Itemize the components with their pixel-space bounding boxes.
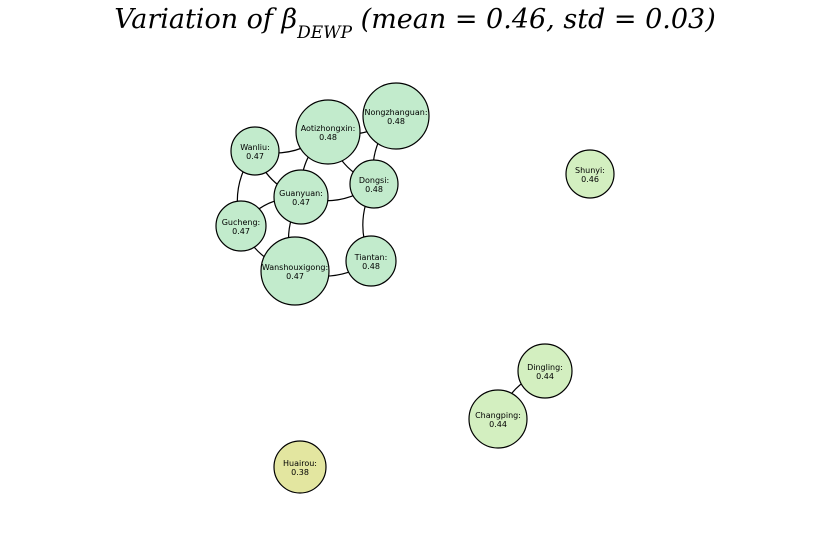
node-circle-nongzhanguan xyxy=(362,82,430,150)
node-value-huairou: 0.38 xyxy=(291,468,309,477)
node-value-shunyi: 0.46 xyxy=(581,175,599,184)
node-circle-guanyuan xyxy=(273,169,329,225)
chart-title: Variation of βDEWP (mean = 0.46, std = 0… xyxy=(0,0,830,50)
node-dingling: Dingling:0.44 xyxy=(517,343,573,399)
node-value-nongzhanguan: 0.48 xyxy=(387,117,405,126)
node-layer: Nongzhanguan:0.48Aotizhongxin:0.48Wanliu… xyxy=(215,82,615,494)
node-wanliu: Wanliu:0.47 xyxy=(230,126,280,176)
node-name-huairou: Huairou: xyxy=(283,459,317,468)
node-circle-wanliu xyxy=(230,126,280,176)
node-circle-gucheng xyxy=(215,200,267,252)
node-name-nongzhanguan: Nongzhanguan: xyxy=(364,108,427,117)
node-value-dingling: 0.44 xyxy=(536,372,554,381)
node-name-dingling: Dingling: xyxy=(527,363,563,372)
node-value-wanshouxigong: 0.47 xyxy=(286,272,304,281)
node-changping: Changping:0.44 xyxy=(468,389,528,449)
node-name-wanliu: Wanliu: xyxy=(240,143,270,152)
node-value-changping: 0.44 xyxy=(489,420,507,429)
title-prefix: Variation of β xyxy=(114,4,298,35)
node-name-gucheng: Gucheng: xyxy=(222,218,261,227)
node-name-aotizhongxin: Aotizhongxin: xyxy=(301,124,356,133)
node-value-dongsi: 0.48 xyxy=(365,185,383,194)
node-huairou: Huairou:0.38 xyxy=(273,440,327,494)
node-nongzhanguan: Nongzhanguan:0.48 xyxy=(362,82,430,150)
node-circle-shunyi xyxy=(565,149,615,199)
node-value-aotizhongxin: 0.48 xyxy=(319,133,337,142)
node-name-dongsi: Dongsi: xyxy=(359,176,389,185)
node-name-changping: Changping: xyxy=(475,411,521,420)
node-circle-tiantan xyxy=(345,235,397,287)
node-value-wanliu: 0.47 xyxy=(246,152,264,161)
node-gucheng: Gucheng:0.47 xyxy=(215,200,267,252)
node-aotizhongxin: Aotizhongxin:0.48 xyxy=(295,99,361,165)
node-wanshouxigong: Wanshouxigong:0.47 xyxy=(260,236,330,306)
node-value-gucheng: 0.47 xyxy=(232,227,250,236)
node-name-guanyuan: Guanyuan: xyxy=(279,189,323,198)
node-circle-aotizhongxin xyxy=(295,99,361,165)
node-guanyuan: Guanyuan:0.47 xyxy=(273,169,329,225)
node-shunyi: Shunyi:0.46 xyxy=(565,149,615,199)
node-dongsi: Dongsi:0.48 xyxy=(349,159,399,209)
node-circle-dongsi xyxy=(349,159,399,209)
node-tiantan: Tiantan:0.48 xyxy=(345,235,397,287)
node-name-tiantan: Tiantan: xyxy=(354,253,388,262)
title-subscript: DEWP xyxy=(297,23,353,44)
node-name-shunyi: Shunyi: xyxy=(575,166,605,175)
node-circle-changping xyxy=(468,389,528,449)
node-circle-dingling xyxy=(517,343,573,399)
node-circle-huairou xyxy=(273,440,327,494)
title-suffix: (mean = 0.46, std = 0.03) xyxy=(360,4,716,35)
node-name-wanshouxigong: Wanshouxigong: xyxy=(262,263,328,272)
node-value-guanyuan: 0.47 xyxy=(292,198,310,207)
node-value-tiantan: 0.48 xyxy=(362,262,380,271)
node-circle-wanshouxigong xyxy=(260,236,330,306)
